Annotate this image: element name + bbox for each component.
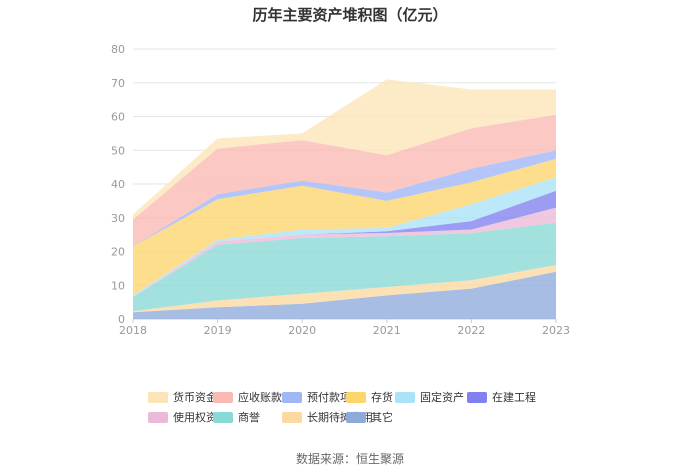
y-tick-label: 60: [111, 111, 125, 124]
legend-item-存货[interactable]: 存货: [346, 390, 393, 404]
y-tick-label: 20: [111, 246, 125, 259]
x-tick-label: 2023: [542, 324, 570, 337]
y-tick-label: 70: [111, 77, 125, 90]
legend-swatch: [148, 392, 168, 403]
area-series-应收账款: [133, 114, 556, 247]
legend-label: 其它: [371, 410, 393, 424]
legend-swatch: [213, 392, 233, 403]
data-source: 数据来源：恒生聚源: [295, 452, 404, 466]
legend-swatch: [467, 392, 487, 403]
area-series-货币资金: [133, 79, 556, 220]
legend-item-在建工程[interactable]: 在建工程: [467, 390, 536, 404]
legend-label: 在建工程: [492, 390, 536, 404]
legend-label: 应收账款: [238, 390, 282, 404]
legend-label: 预付款项: [307, 390, 351, 404]
x-tick-label: 2022: [457, 324, 485, 337]
legend-item-预付款项[interactable]: 预付款项: [282, 390, 351, 404]
legend-swatch: [395, 392, 415, 403]
y-tick-label: 0: [118, 313, 125, 326]
legend-swatch: [282, 392, 302, 403]
x-tick-label: 2018: [119, 324, 147, 337]
x-tick-label: 2019: [204, 324, 232, 337]
x-axis: 2018 2019 2020 2021 2022 2023: [119, 319, 570, 337]
legend-swatch: [213, 412, 233, 423]
area-series-商誉: [133, 222, 556, 312]
legend-item-商誉[interactable]: 商誉: [213, 410, 260, 424]
area-series-预付款项: [133, 150, 556, 247]
legend-swatch: [346, 392, 366, 403]
legend-swatch: [282, 412, 302, 423]
y-axis: 0 10 20 30 40 50 60 70 80: [111, 43, 125, 326]
chart-title: 历年主要资产堆积图（亿元）: [252, 6, 448, 24]
x-tick-label: 2021: [373, 324, 401, 337]
legend-swatch: [148, 412, 168, 423]
y-tick-label: 10: [111, 279, 125, 292]
x-tick-label: 2020: [288, 324, 316, 337]
area-series-其它: [133, 271, 556, 319]
legend-swatch: [346, 412, 366, 423]
legend-label: 固定资产: [420, 390, 464, 404]
legend-label: 货币资金: [173, 390, 217, 404]
legend-label: 商誉: [238, 410, 260, 424]
area-series-group: [133, 79, 556, 319]
area-series-存货: [133, 158, 556, 296]
y-tick-label: 30: [111, 212, 125, 225]
legend-item-固定资产[interactable]: 固定资产: [395, 390, 464, 404]
legend-label: 存货: [371, 390, 393, 404]
legend-item-其它[interactable]: 其它: [346, 410, 393, 424]
y-tick-label: 50: [111, 144, 125, 157]
area-series-长期待摊费用: [133, 265, 556, 313]
legend-item-货币资金[interactable]: 货币资金: [148, 390, 217, 404]
y-tick-label: 80: [111, 43, 125, 56]
y-tick-label: 40: [111, 178, 125, 191]
legend-item-应收账款[interactable]: 应收账款: [213, 390, 282, 404]
